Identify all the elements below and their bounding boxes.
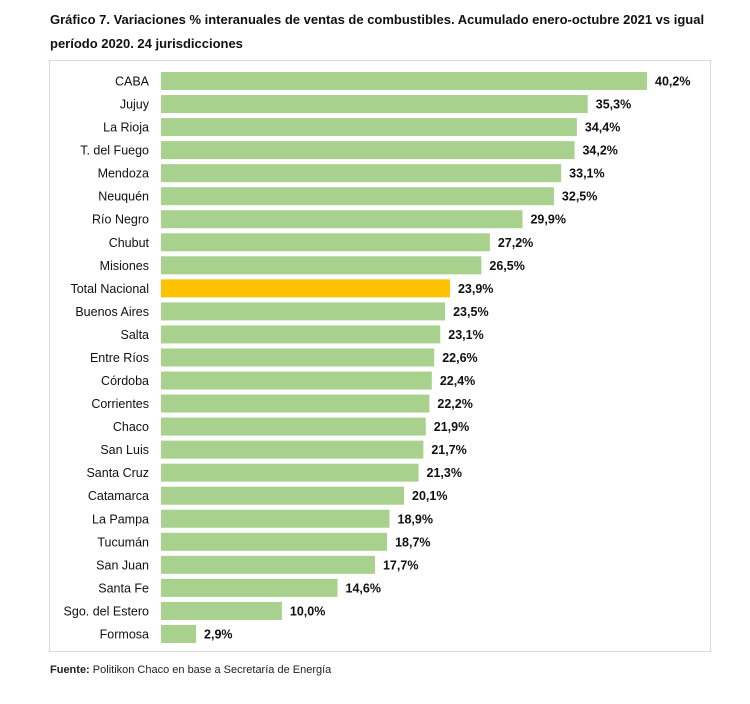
bar-formosa [161, 624, 197, 643]
category-label: Jujuy [120, 98, 150, 112]
data-label: 22,2% [437, 397, 472, 411]
data-label: 34,4% [585, 121, 620, 135]
data-label: 21,3% [427, 466, 462, 480]
category-label: Sgo. del Estero [64, 604, 150, 618]
category-label: Misiones [100, 259, 149, 273]
data-label: 26,5% [489, 259, 524, 273]
bar-c-rdoba [161, 371, 432, 390]
bar-misiones [161, 256, 482, 275]
data-label: 23,5% [453, 305, 488, 319]
data-label: 20,1% [412, 489, 447, 503]
bar-corrientes [161, 394, 430, 413]
category-label: Neuquén [98, 190, 149, 204]
data-label: 23,1% [448, 328, 483, 342]
bar-santa-cruz [161, 463, 419, 482]
bar-chaco [161, 417, 426, 436]
category-label: Catamarca [88, 489, 149, 503]
data-label: 29,9% [530, 213, 565, 227]
bar-r-o-negro [161, 210, 523, 229]
category-label: Río Negro [92, 213, 149, 227]
bar-la-pampa [161, 509, 390, 528]
data-label: 17,7% [383, 558, 418, 572]
data-label: 35,3% [596, 98, 631, 112]
data-label: 22,6% [442, 351, 477, 365]
data-label: 40,2% [655, 75, 690, 89]
footnote-text: Politikon Chaco en base a Secretaría de … [89, 664, 332, 676]
category-label: CABA [115, 75, 150, 89]
category-label: Mendoza [98, 167, 149, 181]
data-label: 2,9% [204, 627, 233, 641]
data-label: 27,2% [498, 236, 533, 250]
bar-neuqu-n [161, 187, 554, 206]
footnote: Fuente: Politikon Chaco en base a Secret… [50, 664, 331, 676]
category-label: San Juan [96, 558, 149, 572]
bar-salta [161, 325, 441, 344]
data-label: 33,1% [569, 167, 604, 181]
category-label: Tucumán [97, 535, 149, 549]
bar-san-luis [161, 440, 424, 459]
category-label: Córdoba [101, 374, 149, 388]
data-label: 21,7% [431, 443, 466, 457]
category-label: Santa Cruz [86, 466, 149, 480]
bar-jujuy [161, 95, 588, 114]
data-label: 14,6% [346, 581, 381, 595]
category-label: San Luis [100, 443, 149, 457]
bar-entre-r-os [161, 348, 435, 367]
category-label: T. del Fuego [80, 144, 149, 158]
bar-buenos-aires [161, 302, 446, 321]
category-label: Santa Fe [98, 581, 149, 595]
bar-total-nacional [161, 279, 450, 298]
data-label: 18,9% [398, 512, 433, 526]
category-label: Chubut [109, 236, 150, 250]
category-label: Formosa [100, 627, 149, 641]
footnote-label: Fuente: [50, 664, 90, 676]
data-label: 32,5% [562, 190, 597, 204]
category-label: Entre Ríos [90, 351, 149, 365]
bar-santa-fe [161, 578, 338, 597]
bar-mendoza [161, 164, 562, 183]
category-label: Salta [121, 328, 150, 342]
bar-la-rioja [161, 118, 577, 137]
bar-sgo-del-estero [161, 601, 282, 620]
bar-t-del-fuego [161, 141, 575, 160]
category-label: La Pampa [92, 512, 149, 526]
data-label: 10,0% [290, 604, 325, 618]
category-label: Corrientes [91, 397, 149, 411]
data-label: 23,9% [458, 282, 493, 296]
chart-title: Gráfico 7. Variaciones % interanuales de… [50, 12, 705, 51]
data-label: 18,7% [395, 535, 430, 549]
chart-frame [49, 60, 711, 652]
data-label: 34,2% [582, 144, 617, 158]
bar-san-juan [161, 555, 375, 574]
category-label: La Rioja [103, 121, 149, 135]
data-label: 22,4% [440, 374, 475, 388]
category-label: Buenos Aires [75, 305, 149, 319]
bar-chubut [161, 233, 490, 252]
data-label: 21,9% [434, 420, 469, 434]
category-label: Total Nacional [70, 282, 149, 296]
category-label: Chaco [113, 420, 149, 434]
bar-catamarca [161, 486, 405, 505]
bar-tucum-n [161, 532, 388, 551]
bar-caba [161, 72, 648, 90]
